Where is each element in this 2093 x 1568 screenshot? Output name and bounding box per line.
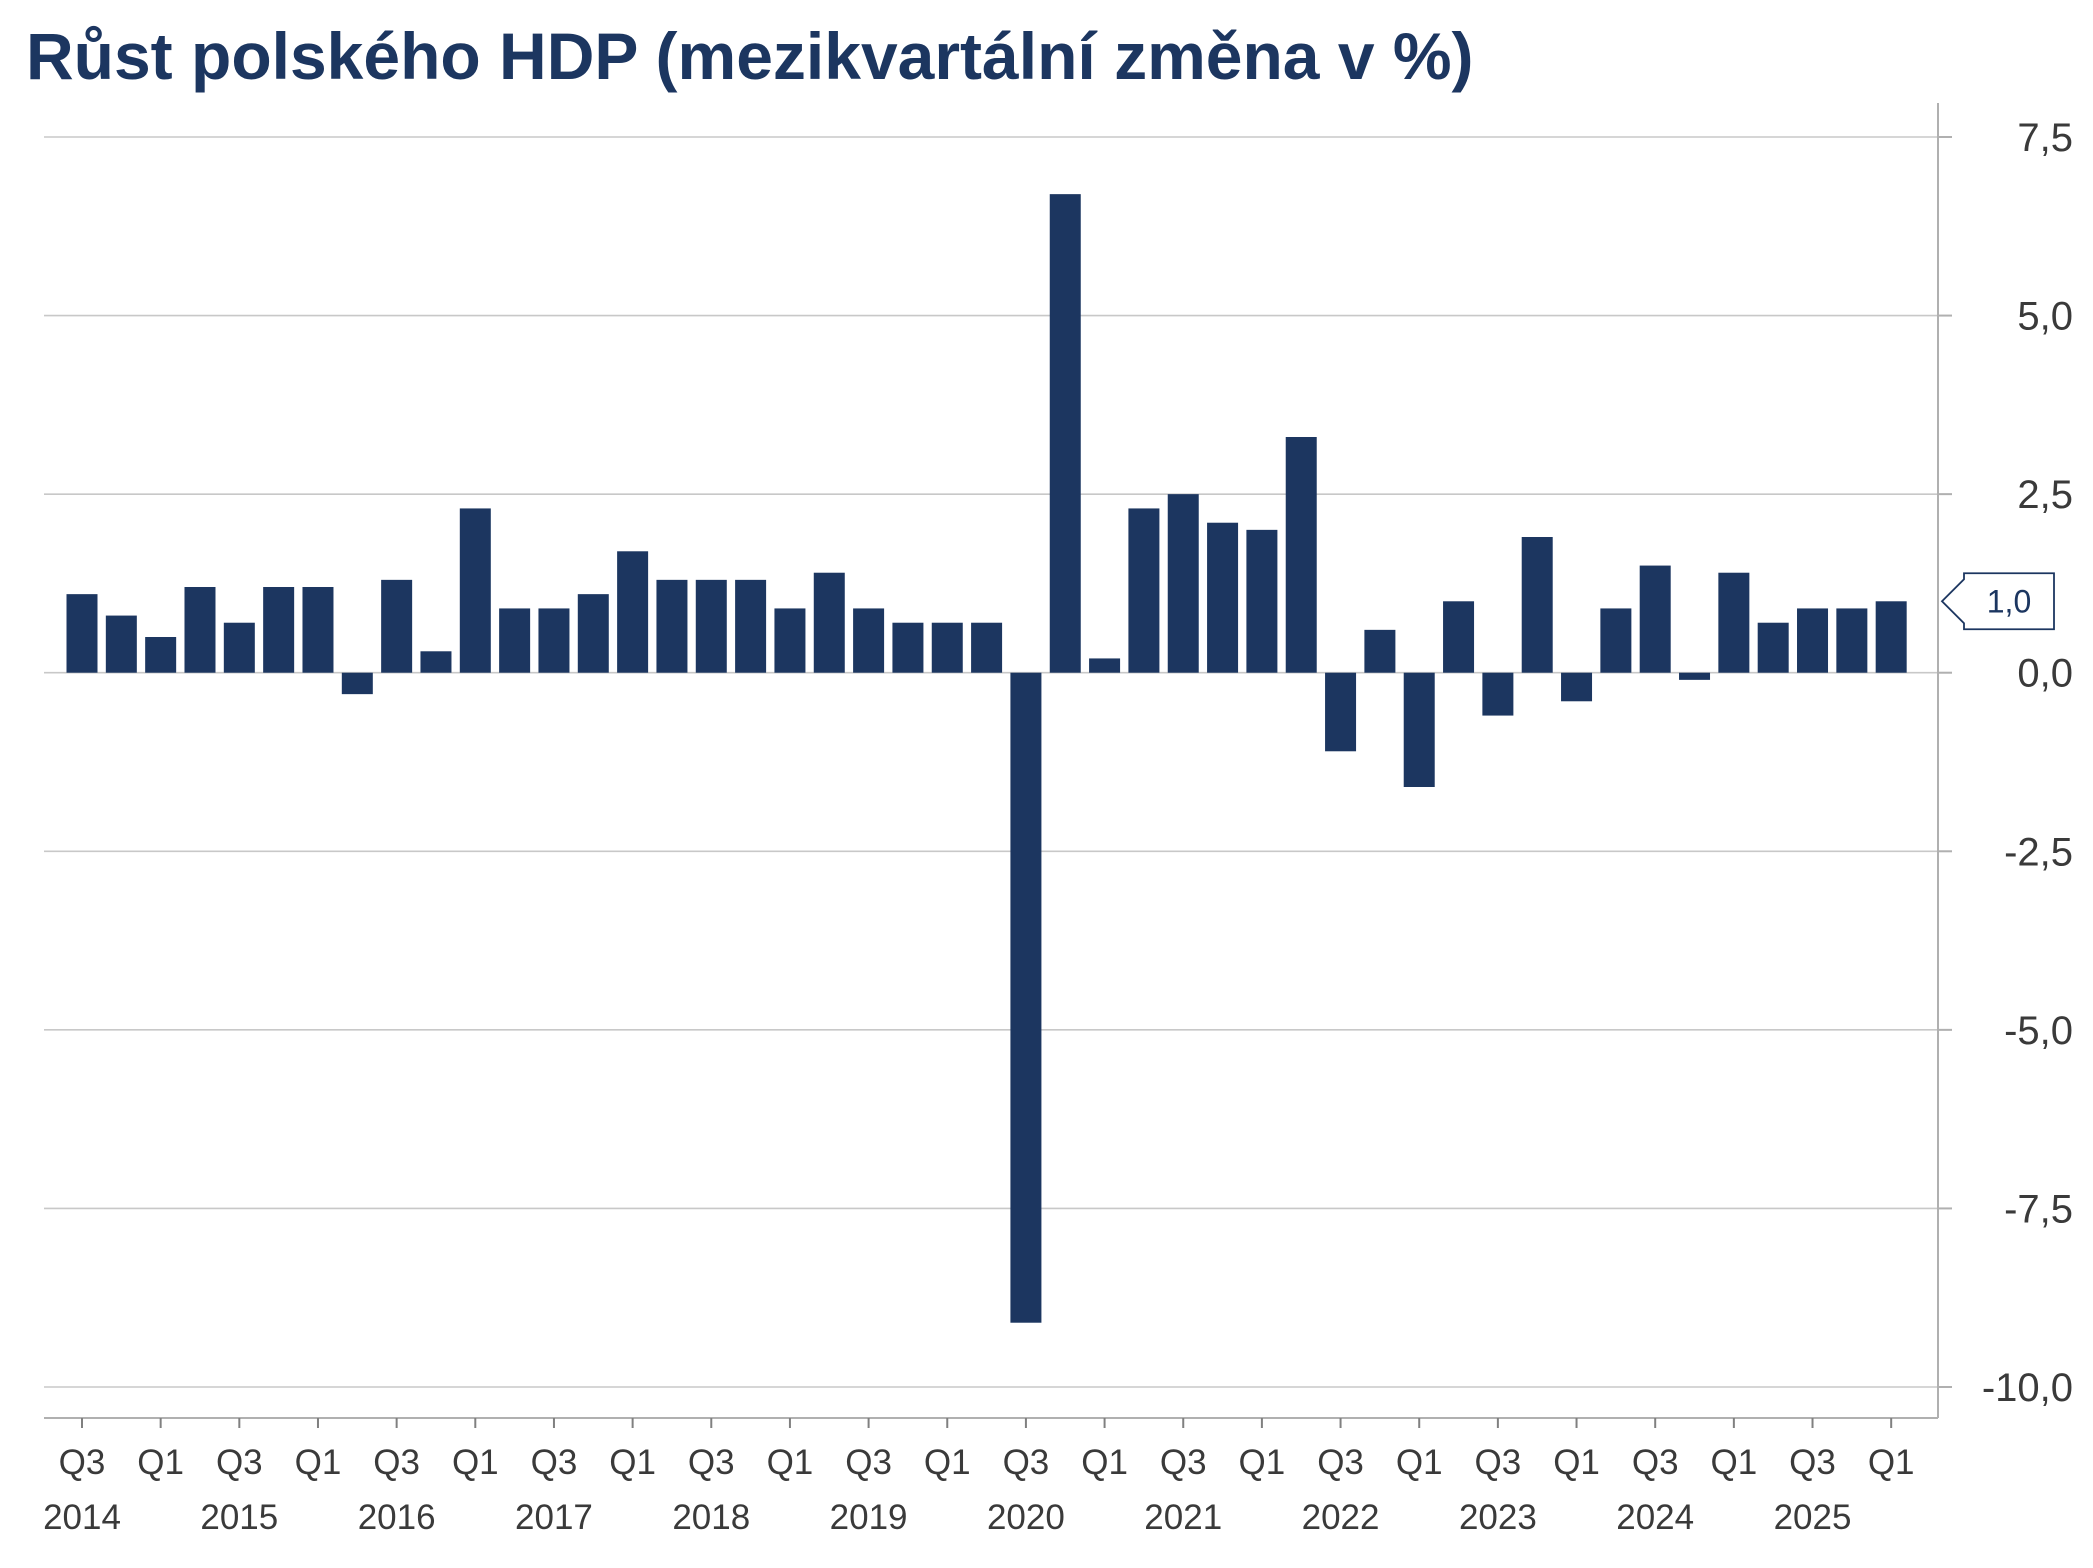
x-quarter-label: Q1 (924, 1443, 971, 1482)
bar (145, 637, 177, 673)
bar (499, 608, 531, 673)
x-quarter-label: Q3 (59, 1443, 106, 1482)
x-year-label: 2022 (1302, 1498, 1380, 1537)
x-quarter-label: Q3 (531, 1443, 578, 1482)
x-quarter-label: Q3 (1632, 1443, 1679, 1482)
bars (66, 194, 1907, 1323)
bar (892, 622, 924, 673)
x-year-label: 2018 (672, 1498, 750, 1537)
bar (1561, 672, 1593, 702)
x-year-label: 2021 (1144, 1498, 1222, 1537)
x-year-label: 2020 (987, 1498, 1065, 1537)
bar (1089, 658, 1121, 673)
bar (1639, 565, 1671, 673)
bar (1246, 529, 1278, 673)
x-year-label: 2014 (43, 1498, 121, 1537)
bar (735, 579, 767, 673)
y-tick-label: -5,0 (2004, 1009, 2073, 1053)
bar (263, 587, 295, 673)
bar (931, 622, 963, 673)
y-tick-label: 0,0 (2017, 652, 2073, 696)
chart-title: Růst polského HDP (mezikvartální změna v… (26, 19, 1474, 93)
x-quarter-label: Q3 (1789, 1443, 1836, 1482)
bar (1010, 672, 1042, 1323)
last-value-box (1940, 572, 2055, 631)
x-quarter-label: Q3 (845, 1443, 892, 1482)
bar (1325, 672, 1357, 752)
bar (774, 608, 806, 673)
x-quarter-label: Q3 (1003, 1443, 1050, 1482)
y-tick-label: -10,0 (1982, 1366, 2073, 1410)
x-quarter-label: Q1 (767, 1443, 814, 1482)
x-year-label: 2023 (1459, 1498, 1537, 1537)
last-value-callout: 1,0 (1940, 572, 2055, 631)
y-tick-label: 2,5 (2017, 473, 2073, 517)
axes: 7,5 5,0 2,5 0,0 -2,5 -5,0 -7,5 -10,0 Q3 Q1 Q3 Q1 Q3 Q… (43, 103, 2073, 1537)
y-tick-label: -7,5 (2004, 1187, 2073, 1231)
x-quarter-label: Q3 (373, 1443, 420, 1482)
x-quarter-label: Q3 (1475, 1443, 1522, 1482)
bar (1207, 522, 1239, 673)
x-quarter-label: Q1 (1868, 1443, 1915, 1482)
x-quarter-label: Q1 (295, 1443, 342, 1482)
bar (1364, 629, 1396, 673)
x-quarter-label: Q1 (1711, 1443, 1758, 1482)
bar (381, 579, 413, 673)
bar (538, 608, 570, 673)
bar (1128, 508, 1160, 673)
bar (1875, 601, 1907, 673)
x-quarter-label: Q1 (137, 1443, 184, 1482)
y-tick-label: 5,0 (2017, 295, 2073, 339)
bar (1836, 608, 1868, 673)
x-quarter-label: Q3 (688, 1443, 735, 1482)
x-quarter-label: Q3 (1317, 1443, 1364, 1482)
bar (656, 579, 688, 673)
x-year-label: 2017 (515, 1498, 593, 1537)
bar (853, 608, 885, 673)
x-quarter-label: Q3 (216, 1443, 263, 1482)
bar (1600, 608, 1632, 673)
gridlines (44, 136, 1938, 1388)
bar (577, 594, 609, 673)
bar (1797, 608, 1829, 673)
bar (1285, 437, 1317, 673)
x-quarter-label: Q1 (1239, 1443, 1286, 1482)
bar (1679, 672, 1711, 680)
bar (459, 508, 491, 673)
bar (66, 594, 98, 673)
bar (420, 651, 452, 673)
bar (617, 551, 649, 673)
x-quarter-label: Q1 (1396, 1443, 1443, 1482)
x-quarter-label: Q3 (1160, 1443, 1207, 1482)
bar (1718, 572, 1750, 673)
bar (1482, 672, 1514, 716)
x-quarter-label: Q1 (609, 1443, 656, 1482)
last-value-label: 1,0 (1987, 583, 2031, 619)
bar (1757, 622, 1789, 673)
x-year-label: 2025 (1774, 1498, 1852, 1537)
x-year-label: 2019 (830, 1498, 908, 1537)
x-quarter-label: Q1 (452, 1443, 499, 1482)
x-year-label: 2015 (200, 1498, 278, 1537)
bar (1443, 601, 1475, 673)
bar (1167, 494, 1199, 673)
bar (1049, 194, 1081, 673)
bar (813, 572, 845, 673)
bar (971, 622, 1003, 673)
x-year-label: 2016 (358, 1498, 436, 1537)
x-quarter-label: Q1 (1081, 1443, 1128, 1482)
bar (341, 672, 373, 695)
bar (223, 622, 255, 673)
y-tick-label: 7,5 (2017, 116, 2073, 160)
bar (695, 579, 727, 673)
bar (184, 587, 216, 673)
bar (105, 615, 137, 673)
y-tick-label: -2,5 (2004, 830, 2073, 874)
x-quarter-label: Q1 (1553, 1443, 1600, 1482)
bar (1403, 672, 1435, 787)
bar (302, 587, 334, 673)
bar (1521, 537, 1553, 673)
x-year-label: 2024 (1616, 1498, 1694, 1537)
